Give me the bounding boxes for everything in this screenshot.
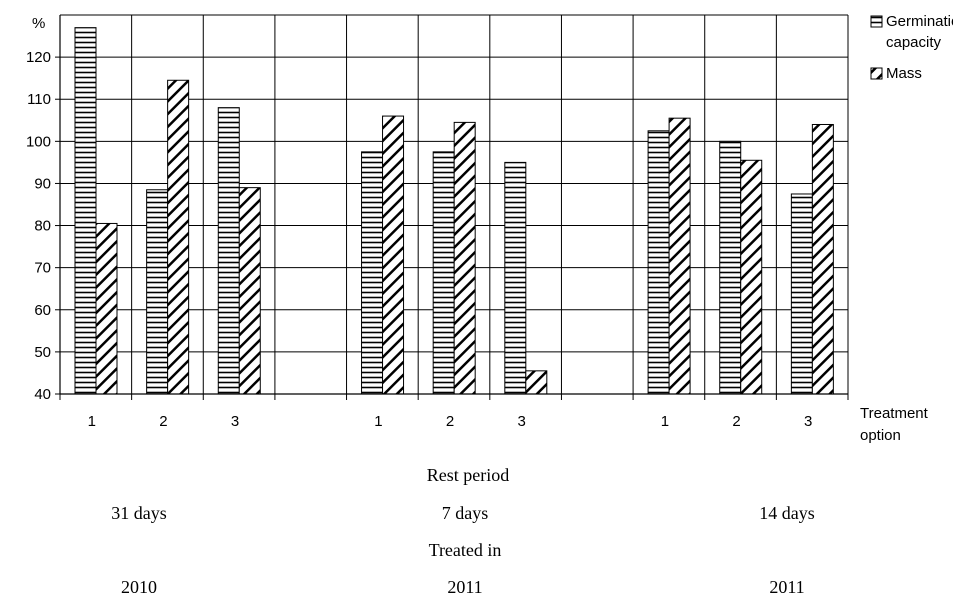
bar-mass xyxy=(453,121,476,395)
y-axis-label: % xyxy=(32,15,45,32)
y-tick-label: 80 xyxy=(34,218,51,235)
bar-germination xyxy=(361,151,384,395)
x-tick-label: 1 xyxy=(88,413,96,430)
legend-swatch-mass xyxy=(870,67,883,80)
y-tick-label: 110 xyxy=(27,91,51,108)
bar-mass xyxy=(167,79,190,395)
y-tick-label: 100 xyxy=(26,133,51,150)
bar-germination xyxy=(790,193,813,395)
axes: 40 50 60 70 80 90 100 110 120 1 2 3 1 2 3 1 2 3 xyxy=(26,15,848,430)
x-tick-label: 2 xyxy=(446,413,454,430)
treated-year-3: 2011 xyxy=(769,577,804,597)
bars xyxy=(74,27,834,395)
y-tick-label: 70 xyxy=(34,260,51,277)
bar-mass xyxy=(525,370,548,395)
x-tick-label: 2 xyxy=(159,413,167,430)
rest-period-2: 7 days xyxy=(442,503,489,523)
y-tick-label: 60 xyxy=(34,302,51,319)
x-axis-label-line2: option xyxy=(860,427,901,444)
bar-germination xyxy=(74,27,97,395)
legend: Germination capacity Mass xyxy=(870,13,953,82)
y-tick-label: 40 xyxy=(34,386,51,403)
legend-label-mass: Mass xyxy=(886,65,922,82)
y-tick-label: 120 xyxy=(26,49,51,66)
bar-germination xyxy=(647,130,670,395)
bar-germination xyxy=(146,189,169,395)
x-tick-label: 1 xyxy=(661,413,669,430)
treated-in-title: Treated in xyxy=(429,540,502,560)
rest-period-title: Rest period xyxy=(427,465,510,485)
bar-germination xyxy=(504,161,527,395)
x-tick-label: 1 xyxy=(374,413,382,430)
bar-germination xyxy=(719,140,742,395)
bar-mass xyxy=(95,222,118,395)
x-tick-label: 3 xyxy=(231,413,239,430)
y-tick-label: 90 xyxy=(34,175,51,192)
x-axis-label: Treatment xyxy=(860,405,929,422)
treated-year-1: 2010 xyxy=(121,577,157,597)
x-tick-label: 3 xyxy=(804,413,812,430)
legend-label-germination: Germination xyxy=(886,13,953,30)
rest-period-1: 31 days xyxy=(111,503,167,523)
x-tick-label: 3 xyxy=(517,413,525,430)
bar-mass xyxy=(238,187,261,395)
bar-mass xyxy=(668,117,691,395)
bar-germination xyxy=(432,151,455,395)
legend-label-germination-line2: capacity xyxy=(886,34,942,51)
bar-mass xyxy=(740,159,763,395)
bar-germination xyxy=(217,107,240,395)
y-tick-label: 50 xyxy=(34,344,51,361)
x-tick-label: 2 xyxy=(732,413,740,430)
bar-mass xyxy=(811,123,834,395)
legend-swatch-germination xyxy=(870,15,883,28)
bar-mass xyxy=(382,115,405,395)
rest-period-3: 14 days xyxy=(759,503,815,523)
treated-year-2: 2011 xyxy=(447,577,482,597)
